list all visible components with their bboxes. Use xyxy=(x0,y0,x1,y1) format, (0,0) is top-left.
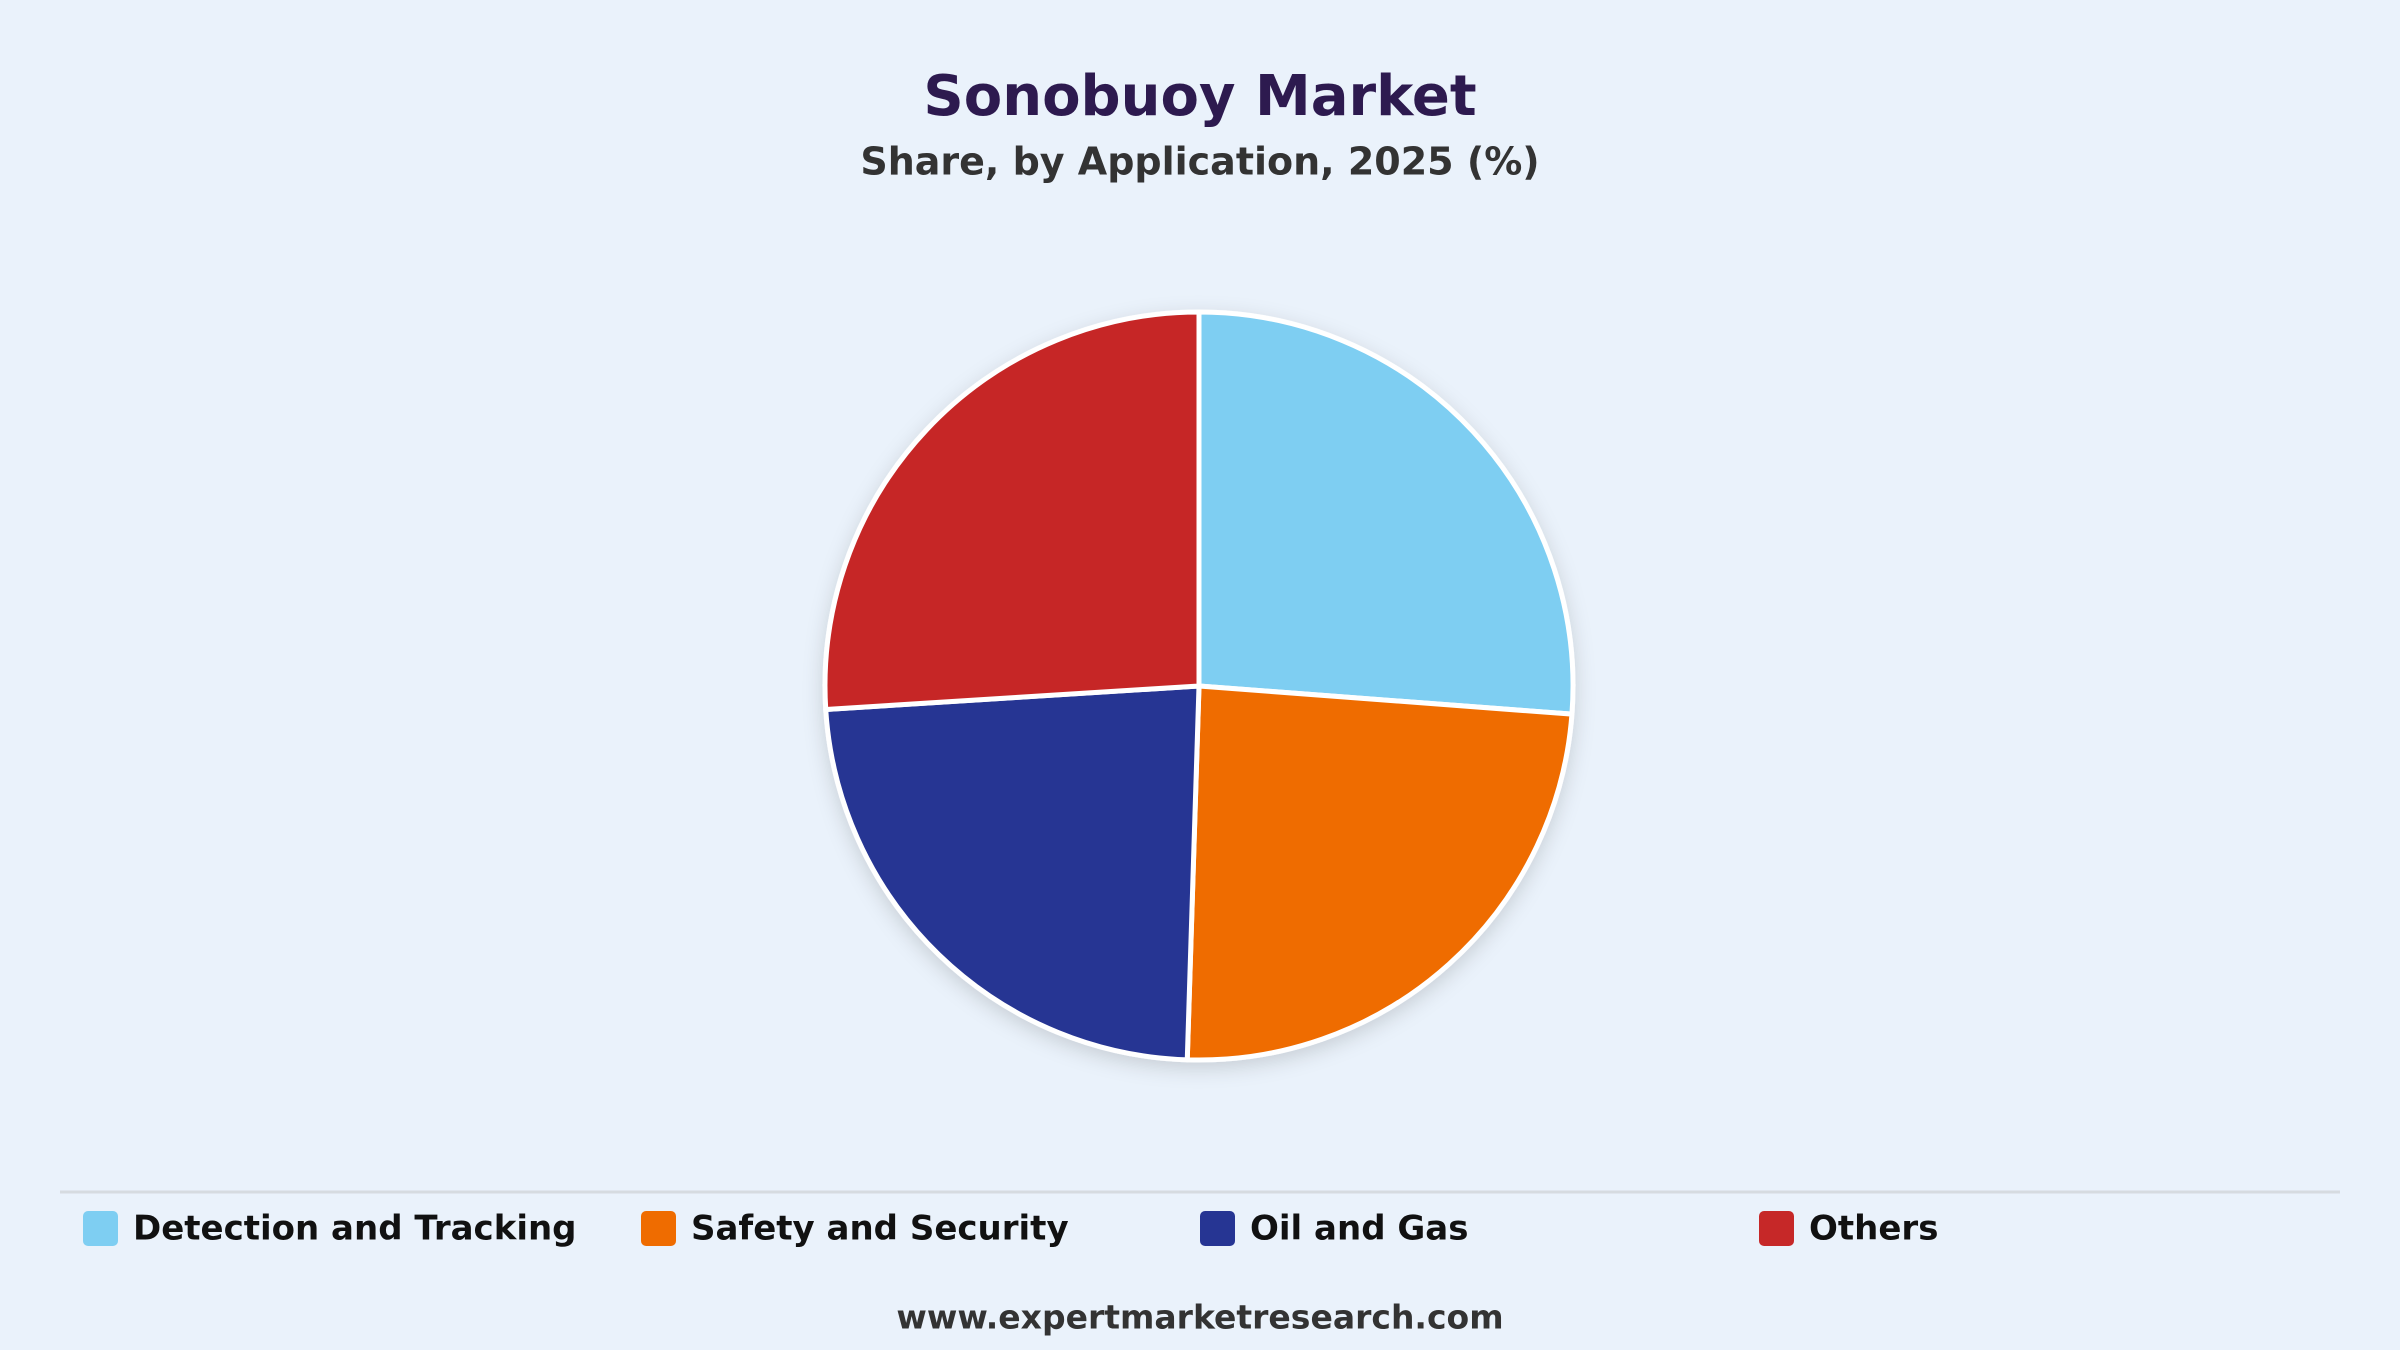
legend-swatch xyxy=(1759,1211,1794,1246)
legend: Detection and Tracking Safety and Securit… xyxy=(83,1209,1938,1249)
legend-swatch xyxy=(1200,1211,1235,1246)
pie-slice xyxy=(823,683,1202,1063)
pie-slice xyxy=(822,309,1202,712)
legend-swatch xyxy=(83,1211,118,1246)
chart-subtitle: Share, by Application, 2025 (%) xyxy=(860,140,1539,184)
legend-label: Others xyxy=(1809,1209,1938,1249)
footer: www.expertmarketresearch.com xyxy=(896,1298,1503,1337)
chart-title: Sonobuoy Market xyxy=(923,64,1476,129)
pie xyxy=(822,309,1576,1063)
legend-swatch xyxy=(641,1211,676,1246)
pie-slice xyxy=(1196,309,1576,717)
legend-label: Safety and Security xyxy=(691,1209,1069,1249)
legend-label: Detection and Tracking xyxy=(133,1209,577,1249)
legend-label: Oil and Gas xyxy=(1250,1209,1468,1249)
pie-slice xyxy=(1184,683,1575,1063)
